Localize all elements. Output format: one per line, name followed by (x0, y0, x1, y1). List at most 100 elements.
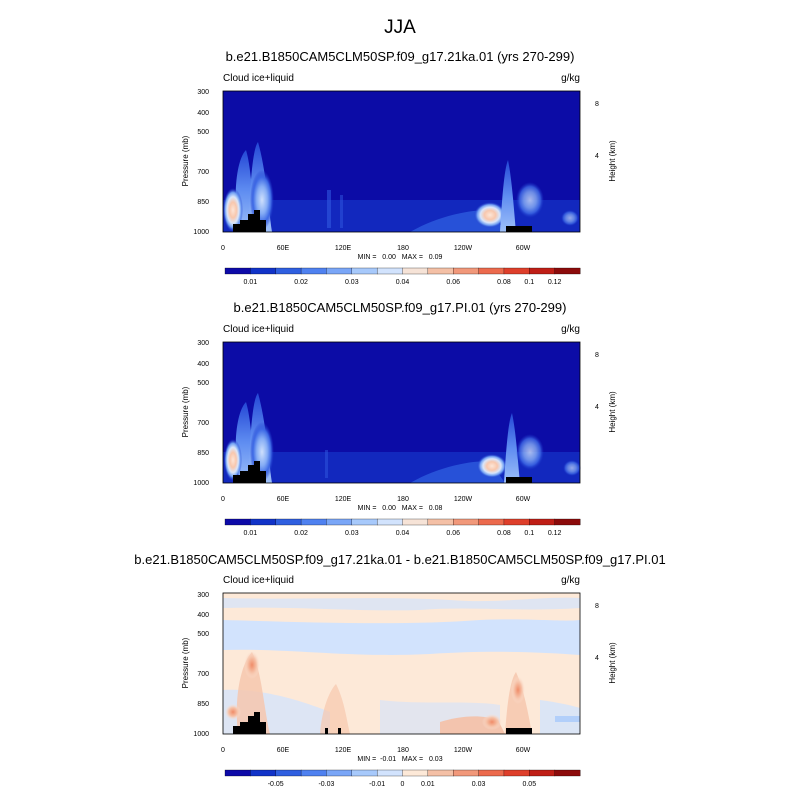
hotspot (223, 188, 243, 232)
colorbar-tick-label: -0.03 (318, 781, 334, 788)
topography-mask (233, 210, 266, 232)
y-tick-label: 1000 (193, 229, 209, 236)
contour-field (223, 91, 580, 232)
colorbar-tick-label: 0.08 (497, 530, 511, 537)
colorbar-tick-label: 0.01 (244, 530, 258, 537)
variable-label: Cloud ice+liquid (223, 73, 294, 84)
y-tick-label: 850 (197, 701, 209, 708)
panel-title: b.e21.B1850CAM5CLM50SP.f09_g17.PI.01 (yr… (234, 300, 567, 315)
colorbar-swatch (529, 769, 556, 777)
units-label: g/kg (561, 73, 580, 84)
colorbar-swatch (250, 518, 277, 526)
colorbar-swatch (503, 267, 530, 275)
topography-mask (325, 728, 328, 734)
hotspot (477, 454, 507, 478)
y-tick-label: 1000 (193, 480, 209, 487)
y-axis-title: Pressure (mb) (181, 386, 190, 437)
colorbar-tick-label: 0 (401, 781, 405, 788)
y-right-axis-title: Height (km) (608, 140, 617, 182)
colorbar-swatch (478, 769, 505, 777)
y-tick-label: 850 (197, 199, 209, 206)
x-tick-label: 60E (277, 496, 290, 503)
y-tick-label: 300 (197, 89, 209, 96)
x-tick-label: 120W (454, 747, 473, 754)
x-tick-label: 0 (221, 245, 225, 252)
hotspot (516, 434, 544, 470)
colorbar-swatch (224, 518, 251, 526)
colorbar-swatch (326, 518, 353, 526)
colorbar-swatch (250, 267, 277, 275)
y-axis-right: 8 4 Height (km) (595, 352, 617, 433)
colorbar-tick-label: 0.12 (548, 279, 562, 286)
plume-cloud (500, 160, 516, 232)
y-tick-label: 500 (197, 129, 209, 136)
panel-difference: b.e21.B1850CAM5CLM50SP.f09_g17.21ka.01 -… (134, 552, 665, 788)
topography-mask (233, 461, 266, 483)
x-tick-label: 180 (397, 747, 409, 754)
colorbar-tick-label: 0.04 (396, 530, 410, 537)
colorbar-tick-label: 0.03 (472, 781, 486, 788)
panel-pi: b.e21.B1850CAM5CLM50SP.f09_g17.PI.01 (yr… (181, 300, 617, 537)
panel-title: b.e21.B1850CAM5CLM50SP.f09_g17.21ka.01 -… (134, 552, 665, 567)
y-tick-label: 500 (197, 631, 209, 638)
colorbar-tick-label: 0.03 (345, 530, 359, 537)
negative-band (223, 619, 580, 655)
colorbar-tick-label: 0.06 (446, 530, 460, 537)
colorbar-swatch (275, 518, 302, 526)
colorbar-swatch (224, 769, 251, 777)
hotspot (224, 439, 242, 481)
y-tick-label: 400 (197, 361, 209, 368)
x-tick-label: 120E (335, 496, 352, 503)
colorbar-swatch (554, 518, 581, 526)
colorbar: 0.01 0.02 0.03 0.04 0.06 0.08 0.1 0.12 (224, 518, 581, 537)
y-tick-label: 700 (197, 671, 209, 678)
y-tick-label: 700 (197, 169, 209, 176)
units-label: g/kg (561, 324, 580, 335)
colorbar-swatch (351, 267, 378, 275)
y-axis-right: 8 4 Height (km) (595, 101, 617, 182)
colorbar-swatch (326, 769, 353, 777)
colorbar-swatch (275, 769, 302, 777)
y-tick-label: 500 (197, 380, 209, 387)
y-tick-label: 700 (197, 420, 209, 427)
y-right-tick-label: 4 (595, 404, 599, 411)
panel-title: b.e21.B1850CAM5CLM50SP.f09_g17.21ka.01 (… (226, 49, 575, 64)
colorbar-swatch (453, 769, 480, 777)
colorbar-swatch (503, 769, 530, 777)
x-tick-label: 60W (516, 245, 531, 252)
y-tick-label: 300 (197, 592, 209, 599)
colorbar-swatch (376, 267, 403, 275)
topography-mask (506, 477, 532, 483)
colorbar: -0.05 -0.03 -0.01 0 0.01 0.03 0.05 (224, 769, 581, 788)
x-tick-label: 180 (397, 245, 409, 252)
positive-peak (511, 676, 525, 704)
variable-label: Cloud ice+liquid (223, 575, 294, 586)
colorbar-tick-label: 0.01 (244, 279, 258, 286)
colorbar-swatch (554, 769, 581, 777)
colorbar-tick-label: -0.05 (268, 781, 284, 788)
colorbar-swatch (300, 769, 327, 777)
x-tick-label: 60E (277, 245, 290, 252)
y-right-axis-title: Height (km) (608, 642, 617, 684)
colorbar-swatch (529, 518, 556, 526)
topography-mask (506, 226, 532, 232)
colorbar-swatch (300, 518, 327, 526)
streak (325, 450, 328, 478)
min-max-label: MIN = 0.00 MAX = 0.09 (358, 254, 443, 261)
y-axis-right: 8 4 Height (km) (595, 603, 617, 684)
plot-frame (222, 90, 581, 233)
colorbar-swatch (453, 518, 480, 526)
colorbar-swatch (503, 518, 530, 526)
colorbar-tick-label: 0.1 (524, 530, 534, 537)
negative-band (223, 597, 580, 611)
colorbar-swatch (275, 267, 302, 275)
colorbar-swatch (402, 518, 429, 526)
positive-peak (244, 651, 260, 679)
positive-region (320, 684, 350, 734)
negative-peak (555, 716, 580, 722)
y-right-tick-label: 8 (595, 101, 599, 108)
colorbar-swatch (453, 267, 480, 275)
y-axis-title: Pressure (mb) (181, 637, 190, 688)
colorbar-tick-label: 0.02 (294, 279, 308, 286)
colorbar-tick-label: 0.12 (548, 530, 562, 537)
